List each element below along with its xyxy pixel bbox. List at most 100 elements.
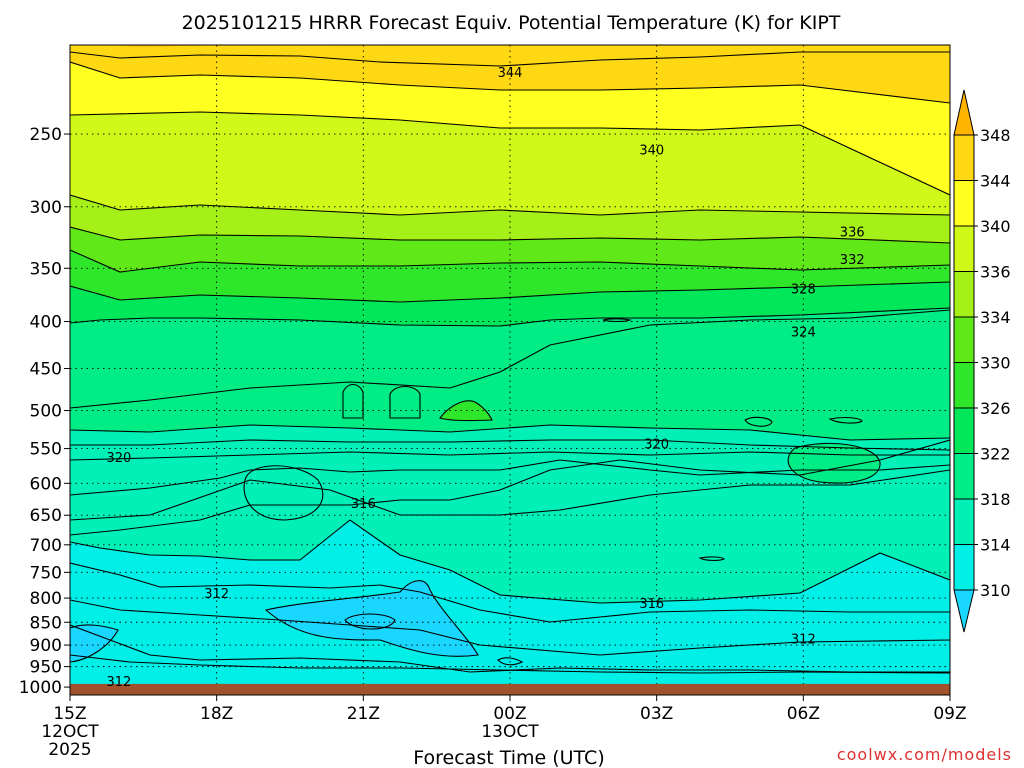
colorbar-label: 336: [980, 263, 1011, 282]
x-tick-year: 2025: [48, 740, 91, 760]
plot-area: [70, 45, 950, 695]
contour-line: [70, 51, 950, 67]
contour-line: [70, 439, 950, 536]
contour-label: 320: [644, 437, 669, 452]
y-axis-ticks: 250 300 350 400 450 500 550 600 650 700 750 800 850 9…: [19, 125, 70, 698]
y-tick-label: 950: [30, 658, 62, 678]
contour-line: [70, 562, 950, 623]
contour-label: 336: [840, 225, 865, 240]
contour-line: [70, 281, 950, 303]
contour-closed: [698, 556, 725, 561]
contour-line: [70, 307, 950, 327]
x-tick-date: 12OCT: [41, 722, 99, 742]
colorbar-band: [953, 407, 975, 454]
x-tick-label: 21Z: [347, 704, 380, 724]
contour-labels: 344 340 336 332 328 324 320 320 316 316 312 312 312: [106, 66, 864, 690]
grid-lines: [70, 45, 950, 695]
x-tick-label: 06Z: [787, 704, 820, 724]
contour-closed: [497, 657, 524, 666]
y-tick-label: 300: [30, 198, 62, 218]
colorbar-label: 348: [980, 126, 1011, 145]
contour-line: [70, 111, 950, 196]
colorbar-band: [953, 316, 975, 363]
colorbar-band: [953, 453, 975, 500]
x-tick-label: 00Z: [493, 704, 526, 724]
colorbar-band: [953, 544, 975, 591]
contour-closed: [787, 442, 881, 484]
ground-layer: [70, 683, 950, 695]
colorbar-band: [953, 498, 975, 545]
contour-label: 344: [498, 66, 523, 81]
x-tick-label: 09Z: [933, 704, 966, 724]
contour-label: 340: [639, 144, 664, 159]
contour-closed: [243, 465, 324, 521]
x-axis-label: Forecast Time (UTC): [413, 747, 604, 768]
chart-title: 2025101215 HRRR Forecast Equiv. Potentia…: [182, 12, 841, 34]
contour-closed: [744, 416, 773, 427]
contour-line: [70, 249, 950, 273]
colorbar: 348 344 340 336 334 330 326 322 318 314 310: [953, 89, 1011, 633]
y-tick-label: 500: [30, 402, 62, 422]
y-tick-label: 250: [30, 125, 62, 145]
contour-label: 312: [791, 632, 816, 647]
colorbar-bottom-arrow: [953, 589, 975, 633]
contour-label: 328: [791, 282, 816, 297]
y-tick-label: 650: [30, 506, 62, 526]
contour-closed: [264, 580, 479, 657]
colorbar-label: 322: [980, 445, 1011, 464]
y-tick-label: 850: [30, 613, 62, 633]
contour-label: 316: [639, 597, 664, 612]
contour-lines: [70, 51, 950, 674]
contour-line: [70, 459, 950, 496]
x-tick-label: 15Z: [53, 704, 86, 724]
y-tick-label: 350: [30, 259, 62, 279]
contour-label: 312: [204, 587, 229, 602]
colorbar-label: 310: [980, 581, 1011, 600]
contour-line: [70, 439, 950, 451]
colorbar-label: 340: [980, 217, 1011, 236]
colorbar-band: [953, 271, 975, 318]
contour-line: [70, 654, 950, 674]
y-tick-label: 400: [30, 313, 62, 333]
contour-label: 332: [840, 253, 865, 268]
y-tick-label: 700: [30, 536, 62, 556]
colorbar-top-arrow: [953, 89, 975, 136]
y-tick-label: 550: [30, 440, 62, 460]
contour-label: 316: [351, 497, 376, 512]
colorbar-label: 344: [980, 172, 1011, 191]
contour-closed: [828, 416, 863, 424]
contour-closed: [602, 318, 632, 323]
x-tick-label: 18Z: [200, 704, 233, 724]
contour-line: [70, 424, 950, 441]
x-tick-date: 13OCT: [481, 722, 539, 742]
contour-label: 312: [106, 675, 131, 690]
colorbar-band: [953, 180, 975, 227]
contour-closed: [344, 613, 396, 630]
contour-line: [70, 519, 950, 604]
colorbar-label: 326: [980, 399, 1011, 418]
y-tick-label: 450: [30, 360, 62, 380]
y-tick-label: 750: [30, 563, 62, 583]
contour-closed: [70, 624, 119, 663]
colorbar-band: [953, 225, 975, 272]
colorbar-label: 318: [980, 490, 1011, 509]
colorbar-band: [953, 362, 975, 409]
colorbar-label: 334: [980, 308, 1011, 327]
y-tick-label: 900: [30, 636, 62, 656]
y-tick-label: 1000: [19, 678, 62, 698]
contour-line: [70, 599, 950, 656]
y-tick-label: 600: [30, 474, 62, 494]
contour-line: [70, 451, 950, 461]
contour-line: [70, 624, 950, 673]
x-tick-label: 03Z: [640, 704, 673, 724]
colorbar-label: 314: [980, 536, 1011, 555]
colorbar-band: [953, 134, 975, 181]
y-tick-label: 800: [30, 589, 62, 609]
contour-label: 324: [791, 325, 816, 340]
contour-label: 320: [106, 451, 131, 466]
contour-closed: [389, 385, 421, 419]
contour-line: [70, 61, 950, 104]
credit-text: coolwx.com/models: [837, 745, 1012, 764]
